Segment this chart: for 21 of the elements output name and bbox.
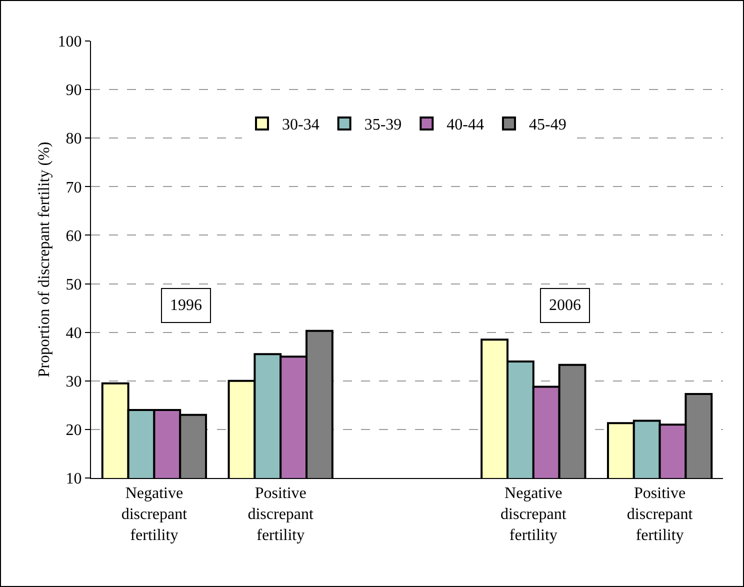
y-tick-label: 40 xyxy=(66,324,82,342)
y-tick-label: 50 xyxy=(66,276,82,294)
y-tick-label: 30 xyxy=(66,373,82,390)
y-tick-label: 100 xyxy=(58,34,82,51)
x-tick-label: Positive discrepant fertility xyxy=(626,485,694,544)
y-tick-label: 80 xyxy=(66,130,82,148)
legend-label: 45-49 xyxy=(528,116,566,134)
annotation: 2006 xyxy=(549,297,581,314)
y-tick-label: 10 xyxy=(66,470,82,488)
x-tick-label: Positive discrepant fertility xyxy=(248,485,314,544)
x-tick-label: Negative discrepant fertility xyxy=(121,485,188,544)
y-tick-label: 70 xyxy=(66,179,82,196)
y-tick-label: 90 xyxy=(66,82,82,100)
y-axis-title: Proportion of discrepant fertility (%) xyxy=(36,142,53,378)
annotation: 1996 xyxy=(170,297,202,314)
x-tick-label: Negative discrepant fertility xyxy=(500,485,567,544)
y-tick-label: 60 xyxy=(66,228,82,245)
legend-label: 30-34 xyxy=(282,116,320,134)
y-tick-label: 20 xyxy=(66,422,82,440)
legend-label: 40-44 xyxy=(446,116,484,134)
legend-label: 35-39 xyxy=(364,116,402,134)
